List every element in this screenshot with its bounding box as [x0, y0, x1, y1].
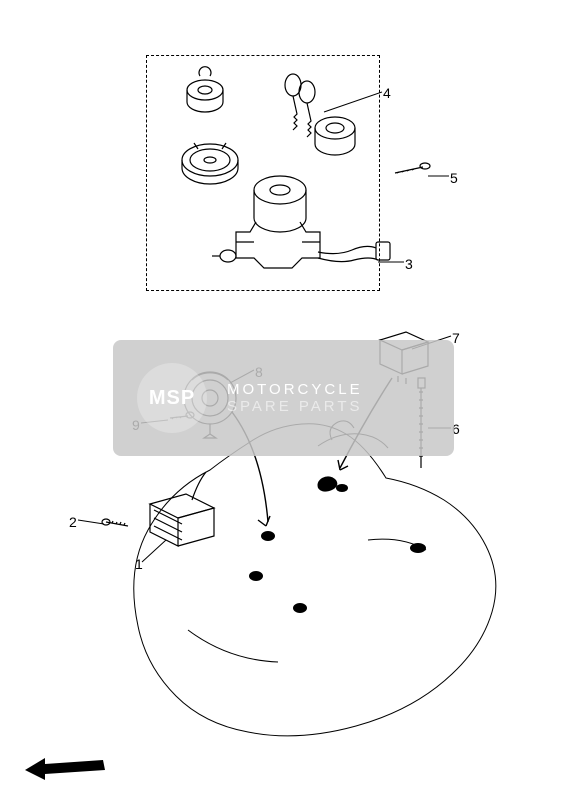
watermark-line2: SPARE PARTS: [227, 398, 363, 415]
locator-blobs: [249, 476, 426, 613]
watermark-logo-text: MSP: [149, 387, 195, 410]
watermark-logo: MSP: [137, 363, 207, 433]
part-fuel-cap: [182, 143, 238, 184]
part-cap: [315, 117, 355, 155]
watermark-line1: MOTORCYCLE: [227, 381, 363, 398]
part-ignition-switch: [212, 176, 390, 268]
callout-5: 5: [450, 170, 458, 186]
callout-3: 3: [405, 256, 413, 272]
scooter-outline: [134, 421, 496, 736]
watermark: MSP MOTORCYCLE SPARE PARTS: [113, 340, 454, 456]
callout-4: 4: [383, 85, 391, 101]
watermark-text: MOTORCYCLE SPARE PARTS: [227, 381, 363, 415]
part-bolt-2: [102, 519, 128, 526]
part-rectifier: [150, 472, 214, 546]
orientation-arrow-icon: [25, 752, 115, 782]
callout-2: 2: [69, 514, 77, 530]
callout-1: 1: [135, 556, 143, 572]
part-keys: [285, 74, 315, 137]
part-screw-5: [395, 163, 430, 173]
diagram-canvas: 1 2 3 4 5 6 7 8 9 MSP MOTORCYCLE SPARE P…: [0, 0, 567, 800]
part-lock-cylinder: [187, 67, 223, 112]
